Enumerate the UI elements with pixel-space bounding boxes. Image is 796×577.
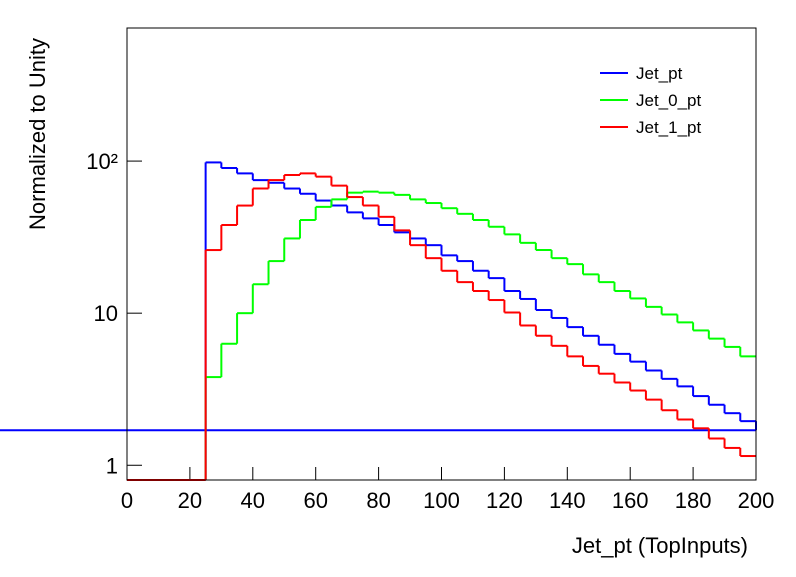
x-tick-label: 100 xyxy=(423,488,460,513)
plot-frame xyxy=(126,27,757,481)
x-tick-label: 80 xyxy=(366,488,390,513)
legend-label: Jet_0_pt xyxy=(636,91,701,110)
x-tick-label: 40 xyxy=(241,488,265,513)
x-tick-label: 160 xyxy=(612,488,649,513)
x-tick-label: 60 xyxy=(303,488,327,513)
y-tick-label: 1 xyxy=(106,453,118,478)
x-tick-label: 120 xyxy=(486,488,523,513)
x-axis-title: Jet_pt (TopInputs) xyxy=(572,533,748,558)
legend-label: Jet_pt xyxy=(636,64,683,83)
y-axis-title: Normalized to Unity xyxy=(25,38,50,230)
x-tick-label: 140 xyxy=(549,488,586,513)
y-tick-label: 10 xyxy=(94,301,118,326)
x-tick-label: 20 xyxy=(178,488,202,513)
legend-label: Jet_1_pt xyxy=(636,118,701,137)
x-tick-label: 180 xyxy=(675,488,712,513)
x-tick-label: 200 xyxy=(738,488,775,513)
y-tick-label: 10² xyxy=(86,149,118,174)
x-tick-label: 0 xyxy=(121,488,133,513)
